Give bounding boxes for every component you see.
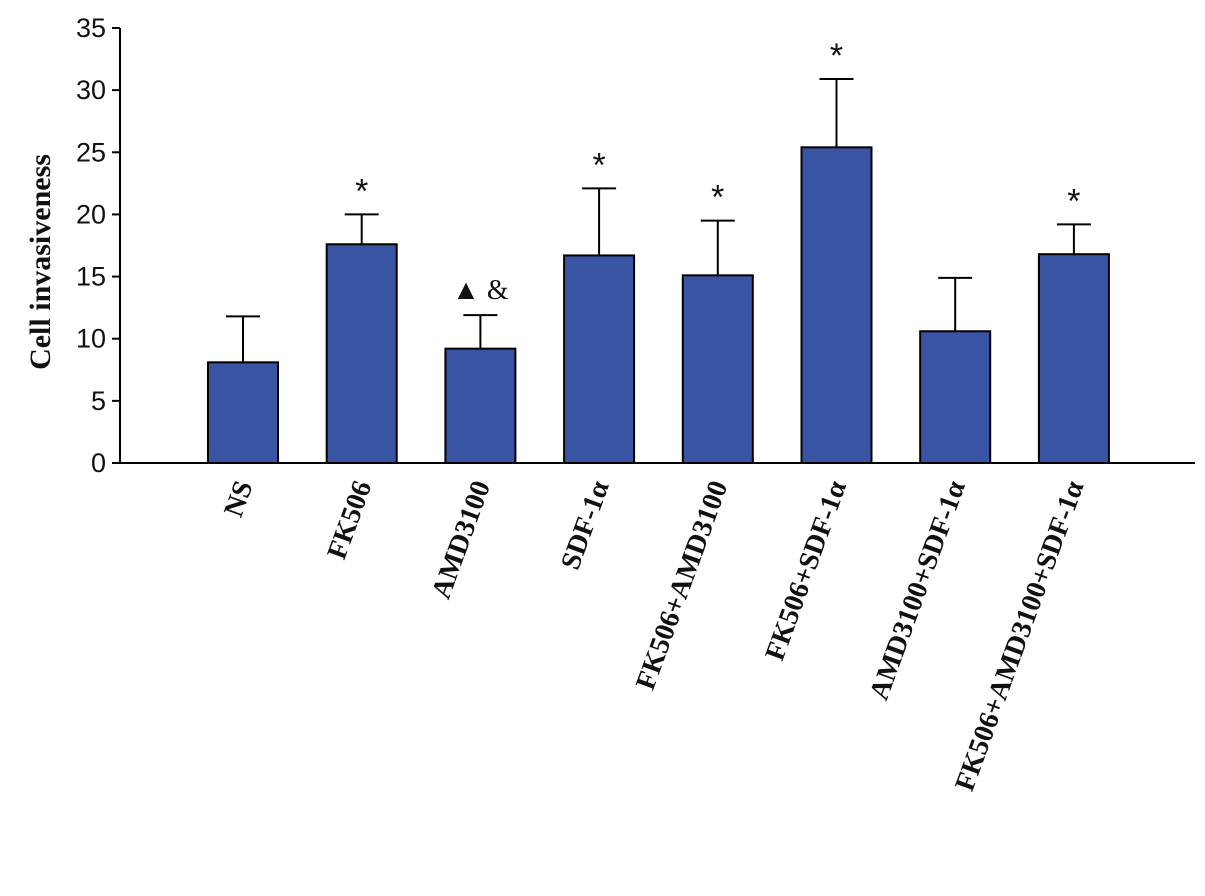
y-tick-label: 25: [76, 137, 106, 167]
significance-marker: ▲ &: [452, 275, 509, 306]
category-label: NS: [218, 477, 259, 521]
bar: [563, 254, 636, 464]
y-tick-label: 30: [76, 75, 106, 105]
y-tick-label: 15: [76, 262, 106, 292]
y-tick-label: 5: [91, 386, 106, 416]
bars-group: * ▲ & * * * *: [207, 37, 1110, 465]
bar-group: *: [563, 146, 636, 464]
category-label: FK506+SDF-1α: [759, 476, 853, 664]
significance-marker: *: [1067, 182, 1080, 220]
y-tick-label: 10: [76, 324, 106, 354]
bar: [207, 361, 279, 465]
bar-group: *: [325, 172, 398, 464]
significance-marker: *: [711, 179, 724, 217]
bar-group: *: [800, 37, 873, 464]
y-tick-label: 20: [76, 199, 106, 229]
bar-group: *: [681, 179, 754, 465]
bar: [1037, 253, 1110, 464]
bar: [800, 146, 873, 464]
bar-group: [919, 276, 992, 464]
bar: [681, 274, 754, 465]
category-label: FK506+AMD3100: [630, 477, 734, 694]
y-tick-label: 0: [91, 448, 106, 478]
significance-marker: *: [355, 172, 368, 210]
y-axis-label: Cell invasiveness: [24, 154, 57, 370]
bar: [325, 243, 398, 464]
category-label: AMD3100: [426, 477, 497, 603]
bar: [919, 330, 992, 464]
significance-marker: *: [830, 37, 843, 75]
category-label: AMD3100+SDF-1α: [864, 476, 972, 704]
category-labels: NS FK506 AMD3100 SDF-1α FK506+AMD3100 FK506+S…: [218, 476, 1090, 795]
axes: 0 5 10 15 20 25 30 35: [76, 13, 1195, 478]
bar: [444, 347, 517, 464]
bar-group: *: [1037, 182, 1110, 464]
category-label: FK506: [321, 477, 378, 564]
category-label: SDF-1α: [555, 476, 616, 573]
y-tick-label: 35: [76, 13, 106, 43]
bar-group: ▲ &: [444, 275, 517, 464]
significance-marker: *: [592, 146, 605, 184]
bar-group: [207, 315, 279, 465]
category-label: FK506+AMD3100+SDF-1α: [949, 476, 1090, 795]
